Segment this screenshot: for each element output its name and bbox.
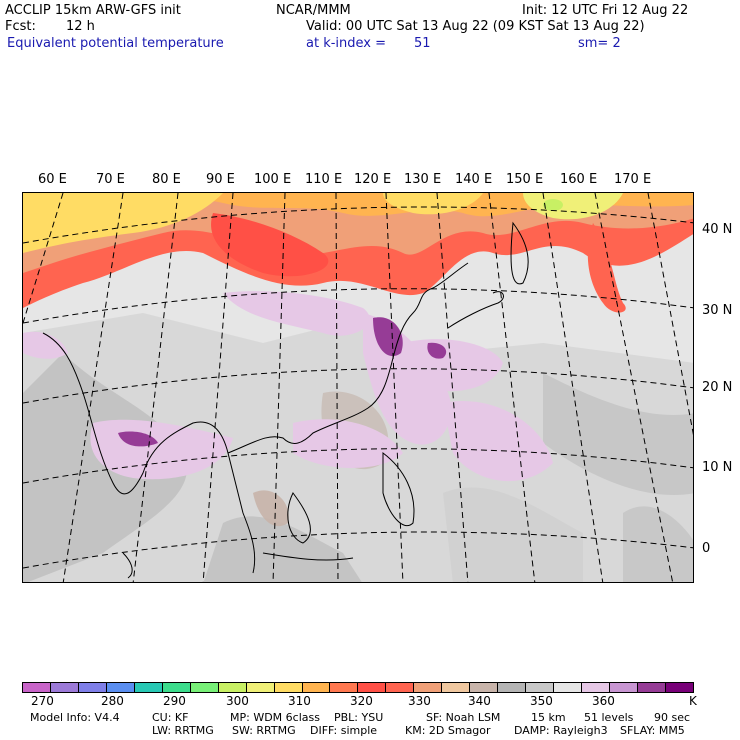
colorbar-label: 280 [101, 694, 124, 708]
colorbar-swatch [414, 683, 443, 692]
lon-label: 140 E [455, 172, 493, 187]
vertical-levels: 51 levels [584, 711, 634, 724]
colorbar-swatch [610, 683, 638, 692]
theta-e-map [23, 193, 693, 582]
lon-label: 170 E [614, 172, 652, 187]
center-name: NCAR/MMM [276, 3, 351, 18]
colorbar-swatch [106, 683, 135, 692]
colorbar-swatch [190, 683, 219, 692]
colorbar-label: 310 [288, 694, 311, 708]
lat-label: 30 N [702, 303, 733, 318]
colorbar-swatch [582, 683, 611, 692]
lon-label: 150 E [506, 172, 544, 187]
smoothing-label: sm= 2 [578, 36, 621, 51]
colorbar-swatch [442, 683, 471, 692]
km-option: KM: 2D Smagor [405, 724, 491, 737]
colorbar-swatch [134, 683, 163, 692]
lon-label: 90 E [206, 172, 235, 187]
surface-layer-scheme: SFLAY: MM5 [620, 724, 685, 737]
map-panel [22, 192, 694, 583]
valid-time: Valid: 00 UTC Sat 13 Aug 22 (09 KST Sat … [306, 19, 645, 34]
level-label: at k-index = [306, 36, 387, 51]
colorbar-swatch [665, 683, 693, 692]
model-info: Model Info: V4.4 [30, 711, 120, 724]
surface-scheme: SF: Noah LSM [426, 711, 501, 724]
colorbar-label: 360 [592, 694, 615, 708]
colorbar-label: 300 [226, 694, 249, 708]
colorbar-swatch [358, 683, 387, 692]
colorbar-label: 340 [468, 694, 491, 708]
time-step: 90 sec [654, 711, 691, 724]
colorbar-swatch [162, 683, 191, 692]
longwave-scheme: LW: RRTMG [152, 724, 214, 737]
colorbar-swatch [554, 683, 583, 692]
lon-label: 130 E [404, 172, 442, 187]
colorbar-label: 320 [350, 694, 373, 708]
level-value: 51 [414, 36, 431, 51]
colorbar-swatch [274, 683, 303, 692]
colorbar-swatch [386, 683, 415, 692]
damping-option: DAMP: Rayleigh3 [514, 724, 608, 737]
shortwave-scheme: SW: RRTMG [232, 724, 296, 737]
colorbar-swatch [78, 683, 107, 692]
lon-label: 110 E [305, 172, 343, 187]
forecast-hours: 12 h [66, 19, 95, 34]
colorbar-swatch [218, 683, 247, 692]
colorbar-swatch [526, 683, 555, 692]
lat-label: 0 [702, 541, 711, 556]
colorbar-label: 330 [408, 694, 431, 708]
lat-label: 10 N [702, 460, 733, 475]
lon-label: 80 E [152, 172, 181, 187]
colorbar-label: 290 [163, 694, 186, 708]
colorbar-swatch [302, 683, 331, 692]
pbl-scheme: PBL: YSU [334, 711, 384, 724]
colorbar-swatch [330, 683, 359, 692]
lat-label: 40 N [702, 222, 733, 237]
colorbar-swatch [498, 683, 527, 692]
colorbar-label: 350 [530, 694, 553, 708]
colorbar [22, 682, 694, 693]
colorbar-unit: K [689, 694, 697, 708]
lat-label: 20 N [702, 380, 733, 395]
microphysics-scheme: MP: WDM 6class [230, 711, 320, 724]
colorbar-swatch [23, 683, 51, 692]
forecast-label: Fcst: [5, 19, 36, 34]
colorbar-swatch [246, 683, 275, 692]
lon-label: 100 E [254, 172, 292, 187]
colorbar-swatch [50, 683, 79, 692]
resolution: 15 km [531, 711, 566, 724]
lon-label: 120 E [354, 172, 392, 187]
model-title: ACCLIP 15km ARW-GFS init [5, 3, 181, 18]
diffusion-option: DIFF: simple [310, 724, 378, 737]
lon-label: 60 E [38, 172, 67, 187]
field-name: Equivalent potential temperature [7, 36, 224, 51]
colorbar-swatch [470, 683, 499, 692]
cumulus-scheme: CU: KF [152, 711, 189, 724]
init-time: Init: 12 UTC Fri 12 Aug 22 [522, 3, 689, 18]
colorbar-label: 270 [31, 694, 54, 708]
lon-label: 70 E [96, 172, 125, 187]
colorbar-swatch [637, 683, 666, 692]
lon-label: 160 E [560, 172, 598, 187]
